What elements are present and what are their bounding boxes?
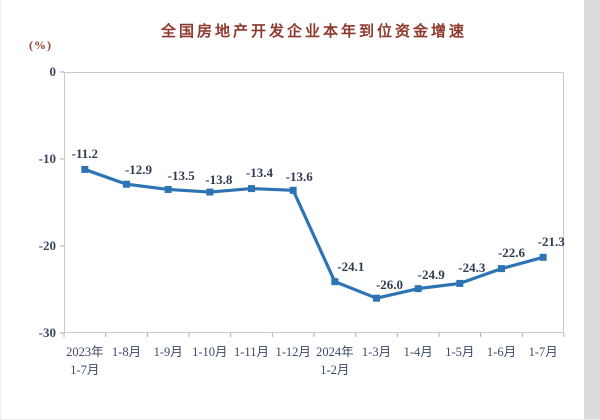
x-axis-label: 1-7月 xyxy=(528,345,558,359)
x-axis-label: 1-11月 xyxy=(234,345,269,359)
x-axis-label: 1-9月 xyxy=(153,345,183,359)
data-point-label: -13.4 xyxy=(245,164,274,180)
data-point-label: -13.5 xyxy=(167,168,195,184)
x-axis-label: 1-4月 xyxy=(403,345,433,359)
right-gutter xyxy=(584,0,600,419)
data-point-label: -11.2 xyxy=(71,146,99,162)
x-axis-label: 1-12月 xyxy=(275,345,311,359)
x-axis-label: 1-3月 xyxy=(361,345,392,359)
data-point-label: -22.6 xyxy=(497,244,526,260)
data-point-label: -24.1 xyxy=(337,258,365,274)
data-point-label: -26.0 xyxy=(375,277,404,293)
y-axis-label: -30 xyxy=(38,325,56,340)
x-axis-label: 2024年 1-2月 xyxy=(316,345,354,377)
y-axis-unit-label: (%) xyxy=(29,38,52,52)
data-point-label: -24.3 xyxy=(458,260,486,276)
x-axis-label: 1-10月 xyxy=(192,345,228,359)
data-point-label: -24.9 xyxy=(417,266,445,282)
data-point-label: -12.9 xyxy=(124,162,153,178)
x-axis-label: 2023年 1-7月 xyxy=(66,345,104,377)
data-point-label: -13.6 xyxy=(285,169,313,185)
y-axis-label: -20 xyxy=(38,238,56,253)
y-axis-label: -10 xyxy=(38,151,56,166)
data-point-label: -13.8 xyxy=(205,172,233,188)
data-point-label: -21.3 xyxy=(537,234,565,250)
y-axis-label: 0 xyxy=(49,64,57,79)
x-axis-label: 1-6月 xyxy=(486,345,517,359)
x-axis-label: 1-8月 xyxy=(111,345,142,359)
x-axis-label: 1-5月 xyxy=(445,345,475,359)
plot-area xyxy=(64,72,564,333)
chart-title: 全国房地产开发企业本年到位资金增速 xyxy=(160,24,467,40)
